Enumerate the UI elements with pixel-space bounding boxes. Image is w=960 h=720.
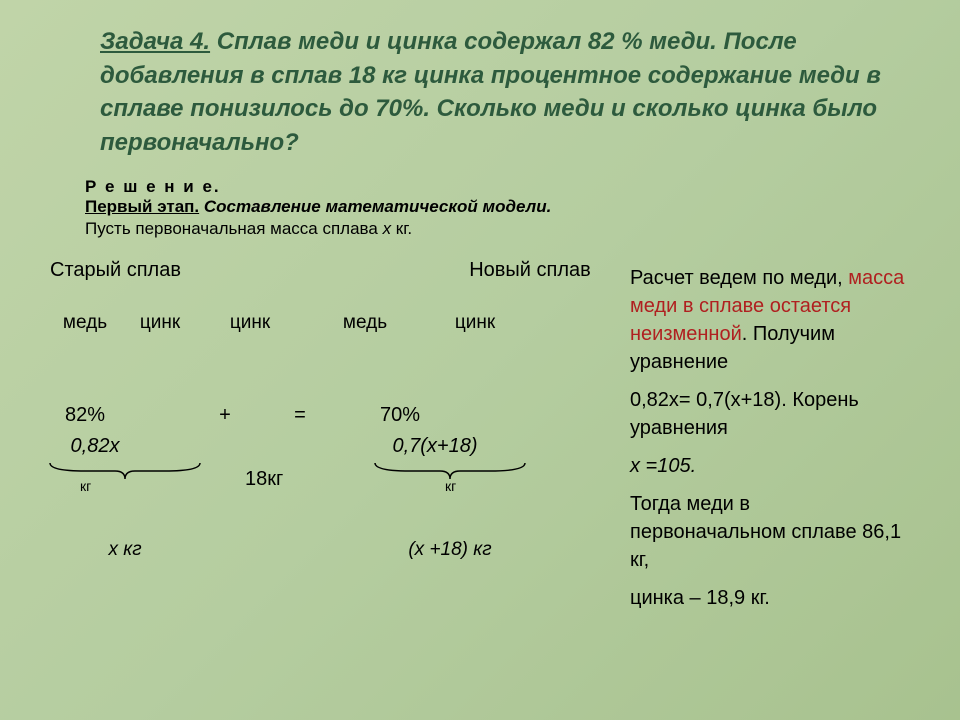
explanation-p5: цинка – 18,9 кг.: [630, 584, 910, 612]
stage-desc: Составление математической модели.: [199, 197, 551, 216]
mass-old: х кг: [50, 539, 200, 561]
new-alloy-label: Новый сплав: [430, 259, 630, 282]
explanation-p3: х =105.: [630, 452, 910, 480]
explanation-p1: Расчет ведем по меди, масса меди в сплав…: [630, 264, 910, 376]
stage-line: Первый этап. Составление математической …: [85, 197, 910, 217]
zinc-label-1: цинк: [120, 312, 200, 334]
stage-label: Первый этап.: [85, 197, 199, 216]
problem-text: Сплав меди и цинка содержал 82 % меди. П…: [100, 28, 881, 156]
pct-new: 70%: [350, 404, 450, 427]
explanation-area: Расчет ведем по меди, масса меди в сплав…: [630, 259, 910, 622]
problem-statement: Задача 4. Сплав меди и цинка содержал 82…: [50, 25, 910, 159]
copper-label-2: медь: [300, 312, 430, 334]
kg-label-right: кг: [445, 478, 456, 494]
let-line: Пусть первоначальная масса сплава х кг.: [85, 219, 910, 239]
component-headers: медь цинк цинк медь цинк: [50, 312, 630, 334]
zinc-label-3: цинк: [430, 312, 520, 334]
equals-sign: =: [250, 404, 350, 427]
mass-new: (х +18) кг: [370, 539, 530, 561]
brace-row: кг 18кг кг: [50, 466, 630, 511]
explanation-p4: Тогда меди в первоначальном сплаве 86,1 …: [630, 490, 910, 574]
solution-header: Р е ш е н и е. Первый этап. Составление …: [50, 177, 910, 239]
alloy-headers: Старый сплав Новый сплав: [50, 259, 630, 282]
solution-label: Р е ш е н и е.: [85, 177, 910, 197]
brace-left: [45, 461, 205, 481]
percent-row: 82% + = 70%: [50, 404, 630, 427]
expr-old: 0,82х: [50, 435, 140, 458]
zinc-label-2: цинк: [200, 312, 300, 334]
old-alloy-label: Старый сплав: [50, 259, 350, 282]
task-label: Задача 4.: [100, 28, 210, 55]
pct-old: 82%: [50, 404, 120, 427]
eighteen-kg: 18кг: [245, 468, 283, 491]
plus-sign: +: [200, 404, 250, 427]
expr-new: 0,7(х+18): [370, 435, 500, 458]
mass-row: х кг (х +18) кг: [50, 539, 630, 561]
kg-label-left: кг: [80, 478, 91, 494]
expression-row: 0,82х 0,7(х+18): [50, 435, 630, 458]
diagram-area: Старый сплав Новый сплав медь цинк цинк …: [50, 259, 630, 622]
copper-label: медь: [50, 312, 120, 334]
explanation-p2: 0,82х= 0,7(х+18). Корень уравнения: [630, 386, 910, 442]
